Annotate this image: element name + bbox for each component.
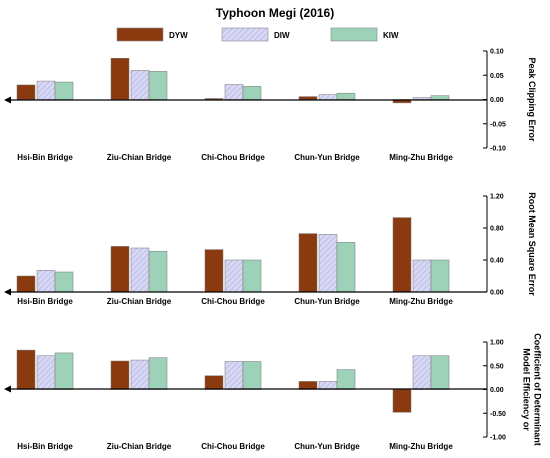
y-tick-label: 0.80 [490, 226, 504, 233]
x-axis-arrow [4, 96, 11, 104]
bar-dyw [16, 275, 36, 293]
y-tick-label: 1.20 [490, 194, 504, 201]
bar-dyw [392, 217, 412, 293]
category-label: Ming-Zhu Bridge [389, 442, 453, 451]
x-axis-arrow [4, 385, 11, 393]
y-tick-label: 0.05 [490, 73, 504, 80]
bar-dyw [392, 389, 412, 413]
bar-diw [318, 94, 338, 100]
bar-dyw [298, 233, 318, 293]
y-axis-label: Root Mean Square Error [527, 192, 537, 296]
bar-kiw [336, 92, 356, 100]
bar-dyw [110, 58, 130, 100]
bar-kiw [430, 355, 450, 390]
bar-kiw [242, 86, 262, 100]
bar-diw [412, 259, 432, 293]
y-axis-label: Peak Clipping Error [527, 57, 537, 142]
bar-diw [36, 80, 56, 100]
bar-diw [318, 234, 338, 293]
category-label: Chi-Chou Bridge [201, 153, 265, 162]
chart-title: Typhoon Megi (2016) [216, 6, 334, 20]
bar-kiw [242, 259, 262, 293]
bar-diw [318, 381, 338, 390]
y-tick-label: 0.00 [490, 387, 504, 394]
bar-diw [224, 259, 244, 293]
category-label: Chun-Yun Bridge [294, 297, 360, 306]
bar-kiw [148, 71, 168, 100]
bar-diw [130, 359, 150, 390]
bar-kiw [242, 361, 262, 390]
bar-diw [36, 355, 56, 390]
panel-3: 1.00 0.50 0.00 -0.50 -1.00 Hsi-Bin Bridge Ziu-… [4, 333, 543, 451]
bar-dyw [110, 246, 130, 293]
panel-1: 0.10 0.05 0.00 -0.05 -0.10 Hsi-Bin Bridge Ziu-… [4, 49, 537, 162]
bar-diw [412, 97, 432, 100]
bar-dyw [204, 375, 224, 390]
y-tick-label: -0.50 [490, 411, 506, 418]
bar-kiw [54, 81, 74, 100]
y-tick-label: 1.00 [490, 340, 504, 347]
legend: DYW DIW KIW [116, 27, 399, 42]
y-tick-label: 0.10 [490, 49, 504, 56]
category-label: Hsi-Bin Bridge [17, 442, 73, 451]
bar-kiw [148, 357, 168, 390]
legend-swatch-diw [221, 27, 269, 42]
category-label: Chun-Yun Bridge [294, 442, 360, 451]
legend-label-kiw: KIW [383, 31, 399, 40]
bar-dyw [298, 96, 318, 100]
x-axis-arrow [4, 288, 11, 296]
bar-kiw [430, 259, 450, 293]
y-axis-label: Model Efficiency or [522, 348, 532, 431]
legend-swatch-kiw [330, 27, 378, 42]
chart-panels: 0.10 0.05 0.00 -0.05 -0.10 Hsi-Bin Bridge Ziu-… [4, 49, 543, 451]
category-label: Chi-Chou Bridge [201, 297, 265, 306]
bar-diw [130, 70, 150, 100]
bar-kiw [54, 352, 74, 390]
bar-dyw [298, 381, 318, 390]
bar-diw [224, 84, 244, 100]
bar-kiw [430, 95, 450, 100]
bar-kiw [336, 369, 356, 390]
bar-diw [36, 270, 56, 293]
category-label: Ziu-Chian Bridge [107, 442, 172, 451]
category-label: Hsi-Bin Bridge [17, 153, 73, 162]
bar-dyw [16, 349, 36, 390]
bar-diw [412, 355, 432, 390]
bar-diw [224, 361, 244, 390]
legend-label-diw: DIW [274, 31, 290, 40]
category-label: Ziu-Chian Bridge [107, 297, 172, 306]
y-tick-label: 0.00 [490, 290, 504, 297]
category-label: Ming-Zhu Bridge [389, 153, 453, 162]
category-label: Ziu-Chian Bridge [107, 153, 172, 162]
bar-kiw [54, 271, 74, 293]
y-tick-label: -0.05 [490, 121, 506, 128]
legend-label-dyw: DYW [169, 31, 188, 40]
category-label: Hsi-Bin Bridge [17, 297, 73, 306]
y-tick-label: -0.10 [490, 146, 506, 153]
category-label: Ming-Zhu Bridge [389, 297, 453, 306]
y-tick-label: 0.50 [490, 363, 504, 370]
category-label: Chun-Yun Bridge [294, 153, 360, 162]
category-label: Chi-Chou Bridge [201, 442, 265, 451]
y-tick-label: -1.00 [490, 435, 506, 442]
bar-kiw [336, 242, 356, 293]
bar-dyw [204, 249, 224, 293]
legend-swatch-dyw [116, 27, 164, 42]
bar-diw [130, 247, 150, 293]
bar-dyw [16, 84, 36, 100]
y-axis-label: Coefficient of Determinant [533, 333, 543, 446]
y-tick-label: 0.40 [490, 258, 504, 265]
panel-2: 1.20 0.80 0.40 0.00 Hsi-Bin Bridge Ziu-Chian … [4, 192, 537, 306]
bar-dyw [110, 360, 130, 390]
bar-kiw [148, 250, 168, 293]
y-tick-label: 0.00 [490, 97, 504, 104]
